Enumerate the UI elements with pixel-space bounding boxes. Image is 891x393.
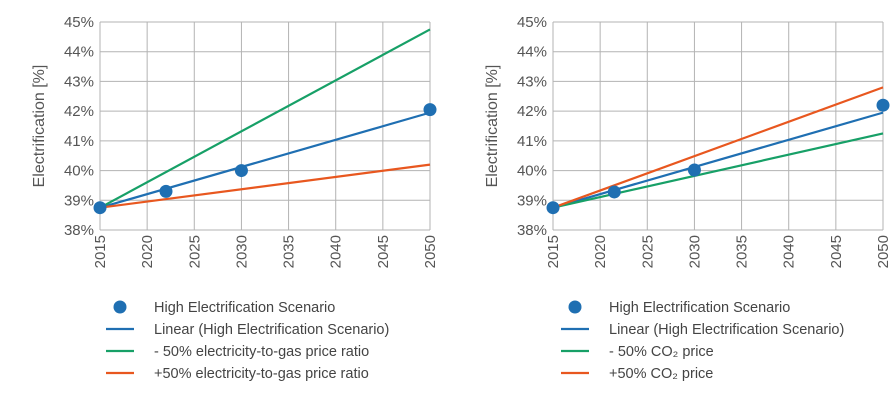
scenario-point [234,164,248,178]
y-tick-label: 43% [517,73,547,90]
x-tick-label: 2020 [139,235,156,268]
x-tick-label: 2045 [375,235,392,268]
scenario-point [607,185,621,199]
x-tick-label: 2030 [233,235,250,268]
scenario-point [159,184,173,198]
y-axis-label: Electrification [%] [484,65,501,188]
scenario-point [423,103,437,117]
y-tick-label: 42% [517,103,547,120]
series-line [552,111,884,209]
x-tick-label: 2040 [328,235,345,268]
legend-label: High Electrification Scenario [154,300,335,316]
legend-label: - 50% CO₂ price [609,344,714,360]
y-tick-label: 39% [517,192,547,209]
y-tick-label: 44% [64,44,94,61]
y-tick-label: 43% [64,73,94,90]
y-tick-label: 38% [517,222,547,239]
x-tick-label: 2050 [875,235,891,268]
legend-label: +50% CO₂ price [609,366,713,382]
y-tick-label: 41% [517,133,547,150]
series-line [99,163,431,209]
series-line [99,111,431,209]
scenario-point [546,201,560,215]
legend-label: Linear (High Electrification Scenario) [609,322,844,338]
y-tick-label: 45% [517,14,547,31]
legend-marker-dot [113,300,127,314]
x-tick-label: 2025 [639,235,656,268]
legend-label: Linear (High Electrification Scenario) [154,322,389,338]
scenario-point [687,163,701,177]
legend-label: - 50% electricity-to-gas price ratio [154,344,369,360]
series-line [99,28,431,209]
y-tick-label: 45% [64,14,94,31]
legend-label: +50% electricity-to-gas price ratio [154,366,369,382]
y-tick-label: 40% [517,163,547,180]
x-tick-label: 2040 [781,235,798,268]
y-tick-label: 41% [64,133,94,150]
y-tick-label: 44% [517,44,547,61]
chart-1: 38% 39% 40% 41% 42% 43% 44% 45% 2015 2020 2025 2030… [31,14,439,382]
y-tick-label: 39% [64,192,94,209]
x-tick-label: 2020 [592,235,609,268]
y-tick-label: 38% [64,222,94,239]
x-tick-label: 2025 [186,235,203,268]
x-tick-label: 2015 [92,235,109,268]
x-tick-label: 2035 [281,235,298,268]
x-tick-label: 2030 [686,235,703,268]
x-tick-label: 2035 [734,235,751,268]
x-tick-label: 2050 [422,235,439,268]
y-tick-label: 40% [64,163,94,180]
chart-2: 38% 39% 40% 41% 42% 43% 44% 45% 2015 2020 2025 2030… [484,14,891,382]
legend-label: High Electrification Scenario [609,300,790,316]
x-tick-label: 2015 [545,235,562,268]
scenario-point [876,98,890,112]
legend-marker-dot [568,300,582,314]
scenario-point [93,201,107,215]
series-line [552,86,884,209]
y-axis-label: Electrification [%] [31,65,48,188]
series-line [552,132,884,209]
y-tick-label: 42% [64,103,94,120]
x-tick-label: 2045 [828,235,845,268]
